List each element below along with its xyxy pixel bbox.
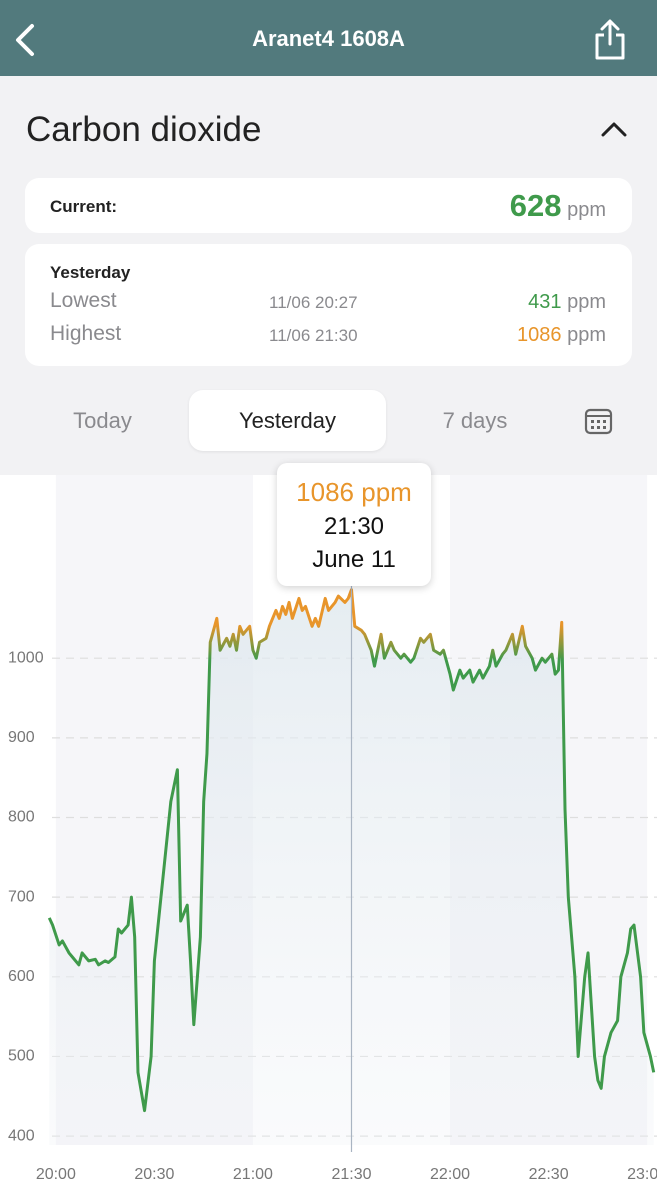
y-tick-label: 500 [8, 1048, 35, 1065]
row-value-wrap: 1086 ppm [517, 324, 606, 347]
current-label: Current: [50, 197, 118, 216]
y-tick-label: 600 [8, 968, 35, 985]
x-tick-label: 20:30 [134, 1166, 174, 1183]
current-card: Current: 628 ppm [25, 178, 632, 233]
share-button[interactable] [592, 18, 628, 62]
row-unit: ppm [567, 324, 606, 346]
header: Aranet4 1608A [0, 0, 657, 76]
y-tick-label: 400 [8, 1127, 35, 1144]
row-value: 431 [528, 291, 562, 313]
current-unit: ppm [567, 199, 606, 221]
x-tick-label: 20:00 [36, 1166, 76, 1183]
x-tick-label: 23:00 [627, 1166, 657, 1183]
x-tick-label: 21:00 [233, 1166, 273, 1183]
row-value: 1086 [517, 324, 562, 346]
section-title: Carbon dioxide [26, 110, 262, 149]
row-label: Lowest [50, 289, 117, 312]
row-unit: ppm [567, 291, 606, 313]
tooltip-date: June 11 [312, 546, 396, 573]
row-label: Highest [50, 322, 122, 345]
row-time: 11/06 20:27 [269, 293, 358, 312]
tooltip: 1086 ppm 21:30 June 11 [277, 463, 431, 586]
y-tick-label: 1000 [8, 649, 44, 666]
yesterday-card: Yesterday Lowest 11/06 20:27 431 ppm Highes… [25, 244, 632, 366]
row-value-wrap: 431 ppm [528, 291, 606, 314]
yesterday-heading: Yesterday [50, 263, 131, 282]
x-tick-label: 22:00 [430, 1166, 470, 1183]
y-tick-label: 700 [8, 888, 35, 905]
current-value: 628 [509, 188, 562, 223]
collapse-button[interactable] [600, 118, 630, 140]
header-title: Aranet4 1608A [252, 26, 405, 51]
x-tick-label: 22:30 [529, 1166, 569, 1183]
tab[interactable]: Today [73, 408, 132, 433]
x-tick-label: 21:30 [331, 1166, 371, 1183]
line [47, 588, 656, 1113]
tooltip-time: 21:30 [323, 513, 385, 540]
tab-selected[interactable]: Yesterday [189, 390, 386, 451]
row-time: 11/06 21:30 [269, 326, 358, 345]
tab[interactable]: 7 days [442, 408, 508, 433]
calendar-button[interactable] [584, 406, 614, 436]
back-button[interactable] [12, 22, 36, 58]
y-tick-label: 800 [8, 809, 35, 826]
y-tick-label: 900 [8, 729, 35, 746]
tooltip-value: 1086 ppm [296, 477, 412, 507]
